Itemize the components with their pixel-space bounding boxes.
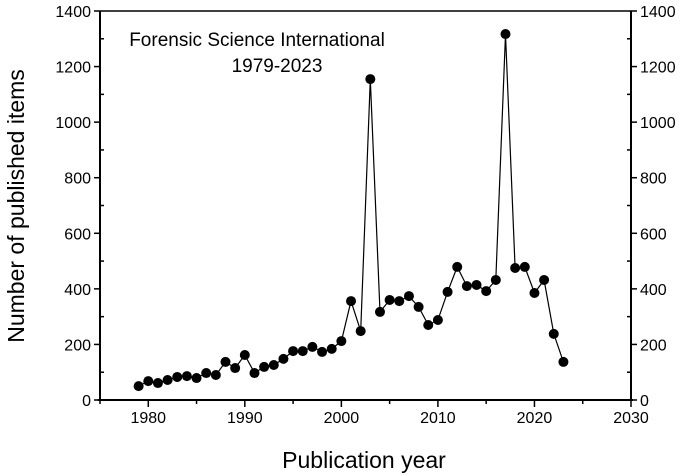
data-point-marker: [510, 263, 521, 274]
data-point-marker: [558, 356, 569, 367]
y-tick-label-right: 1200: [640, 60, 676, 77]
data-point-marker: [471, 279, 482, 290]
y-tick-label-left: 200: [64, 337, 91, 354]
annotation-years: 1979-2023: [232, 56, 323, 77]
y-tick-label-left: 1200: [55, 60, 91, 77]
data-point-marker: [239, 349, 250, 360]
data-point-marker: [548, 328, 559, 339]
data-point-marker: [374, 306, 385, 317]
data-point-marker: [461, 281, 472, 292]
data-point-marker: [220, 356, 231, 367]
data-point-marker: [432, 314, 443, 325]
data-point-marker: [288, 346, 299, 357]
y-tick-label-right: 800: [640, 171, 667, 188]
y-tick-label-right: 400: [640, 282, 667, 299]
y-tick-label-right: 600: [640, 226, 667, 243]
data-point-marker: [365, 74, 376, 85]
data-point-marker: [529, 288, 540, 299]
plot-axes: 0 0 200 200 400 400 600 600 800 800 1000 1000 1200 12…: [55, 4, 675, 427]
y-tick-label-left: 400: [64, 282, 91, 299]
data-point-marker: [452, 261, 463, 272]
data-point-marker: [297, 346, 308, 357]
y-tick-label-left: 1000: [55, 115, 91, 132]
y-tick-label-right: 1000: [640, 115, 676, 132]
data-point-marker: [403, 291, 414, 302]
data-point-marker: [162, 374, 173, 385]
series-line: [138, 34, 564, 387]
x-tick-label: 1980: [130, 410, 166, 427]
x-tick-label: 1990: [227, 410, 263, 427]
data-series: [133, 29, 569, 392]
data-point-marker: [500, 29, 511, 40]
data-point-marker: [539, 274, 550, 285]
data-point-marker: [143, 376, 154, 387]
data-point-marker: [172, 371, 183, 382]
data-point-marker: [355, 326, 366, 337]
data-point-marker: [423, 319, 434, 330]
x-tick-label: 2020: [517, 410, 553, 427]
data-point-marker: [210, 369, 221, 380]
data-point-marker: [490, 274, 501, 285]
x-tick-label: 2010: [420, 410, 456, 427]
data-point-marker: [307, 341, 318, 352]
data-point-marker: [152, 378, 163, 389]
x-axis-title: Publication year: [282, 447, 446, 473]
data-point-marker: [394, 296, 405, 307]
data-point-marker: [278, 353, 289, 364]
y-tick-label-right: 0: [640, 393, 649, 410]
data-point-marker: [133, 381, 144, 392]
data-point-marker: [317, 346, 328, 357]
data-point-marker: [384, 294, 395, 305]
data-point-marker: [249, 368, 260, 379]
y-tick-label-left: 0: [82, 393, 91, 410]
annotation-journal: Forensic Science International: [129, 30, 385, 51]
data-point-marker: [268, 359, 279, 370]
data-point-marker: [201, 368, 212, 379]
data-point-marker: [346, 296, 357, 307]
data-point-marker: [181, 371, 192, 382]
x-tick-label: 2030: [613, 410, 649, 427]
data-point-marker: [336, 336, 347, 347]
data-point-marker: [326, 343, 337, 354]
y-tick-label-right: 200: [640, 337, 667, 354]
y-axis-title: Number of published items: [3, 69, 29, 343]
data-point-marker: [519, 261, 530, 272]
y-tick-label-right: 1400: [640, 4, 676, 21]
data-point-marker: [259, 361, 270, 372]
data-point-marker: [413, 301, 424, 312]
x-tick-label: 2000: [324, 410, 360, 427]
data-point-marker: [230, 363, 241, 374]
data-point-marker: [191, 373, 202, 384]
data-point-marker: [481, 286, 492, 297]
data-point-marker: [442, 286, 453, 297]
y-tick-label-left: 600: [64, 226, 91, 243]
y-tick-label-left: 1400: [55, 4, 91, 21]
y-tick-label-left: 800: [64, 171, 91, 188]
